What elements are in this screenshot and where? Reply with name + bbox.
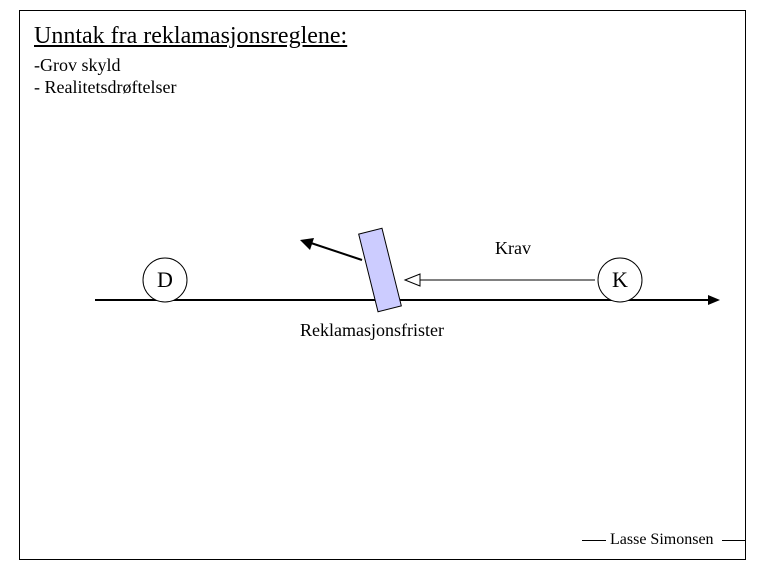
footer-line-left (582, 540, 606, 541)
node-d-label: D (157, 267, 173, 293)
krav-arrow-head (405, 274, 420, 286)
footer-line-right (722, 540, 746, 541)
timeline-arrowhead (708, 295, 720, 305)
node-k-label: K (612, 267, 628, 293)
timeline-caption: Reklamasjonsfrister (300, 320, 444, 341)
diagram-svg (0, 0, 765, 570)
bounce-arrow-line (308, 242, 362, 260)
bounce-arrow-head (300, 238, 314, 250)
krav-label: Krav (495, 238, 531, 259)
footer-author: Lasse Simonsen (610, 531, 714, 549)
